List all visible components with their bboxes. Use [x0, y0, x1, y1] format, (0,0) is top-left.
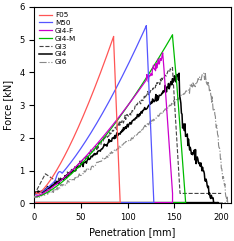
Legend: F05, M50, GI4-F, GI4-M, GI3, GI4, GI6: F05, M50, GI4-F, GI4-M, GI3, GI4, GI6 [38, 11, 78, 67]
X-axis label: Penetration [mm]: Penetration [mm] [89, 228, 176, 238]
Y-axis label: Force [kN]: Force [kN] [4, 80, 14, 130]
